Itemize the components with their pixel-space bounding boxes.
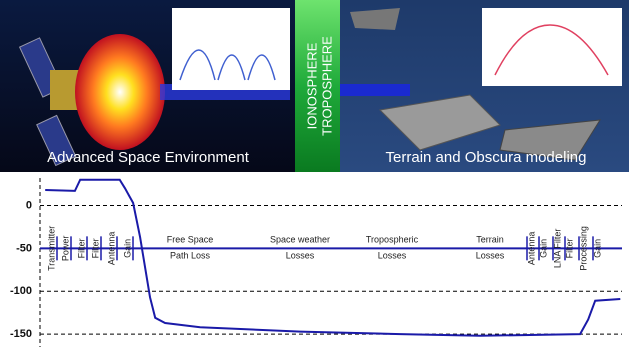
inset-chart — [172, 8, 290, 90]
y-tick-label: -50 — [16, 242, 32, 254]
stage-label: Losses — [378, 251, 407, 261]
beam-pattern — [75, 34, 165, 150]
inset-chart — [482, 8, 622, 86]
stage-label: Gain — [538, 239, 548, 258]
stage-label: Gain — [122, 239, 132, 258]
stage-label: Path Loss — [170, 251, 211, 261]
y-tick-label: -150 — [10, 328, 32, 340]
banner: IONOSPHERE TROPOSPHERE Advanced Space En… — [0, 0, 629, 172]
right-caption: Terrain and Obscura modeling — [386, 149, 587, 166]
stage-label: Processing — [578, 226, 588, 271]
stage-label: Losses — [286, 251, 315, 261]
stage-label: Power — [60, 236, 70, 262]
troposphere-label: TROPOSPHERE — [319, 36, 334, 136]
y-tick-label: -100 — [10, 285, 32, 297]
beam — [340, 84, 410, 96]
stage-label: Filter — [564, 238, 574, 258]
stage-label: Tropospheric — [366, 235, 419, 245]
stage-label: Transmitter — [46, 226, 56, 271]
y-tick-label: 0 — [26, 199, 32, 211]
stage-label: Filter — [90, 238, 100, 258]
stage-label: LNA Filter — [552, 229, 562, 269]
page: IONOSPHERE TROPOSPHERE Advanced Space En… — [0, 0, 629, 347]
stage-label: Losses — [476, 251, 505, 261]
stage-label: Space weather — [270, 235, 330, 245]
ionosphere-label: IONOSPHERE — [304, 42, 319, 129]
stage-label: Gain — [592, 239, 602, 258]
stage-label: Filter — [76, 238, 86, 258]
left-caption: Advanced Space Environment — [47, 149, 250, 166]
stage-label: Antenna — [526, 232, 536, 266]
stage-label: Terrain — [476, 235, 504, 245]
stage-label: Free Space — [167, 235, 214, 245]
stage-label: Antenna — [106, 232, 116, 266]
